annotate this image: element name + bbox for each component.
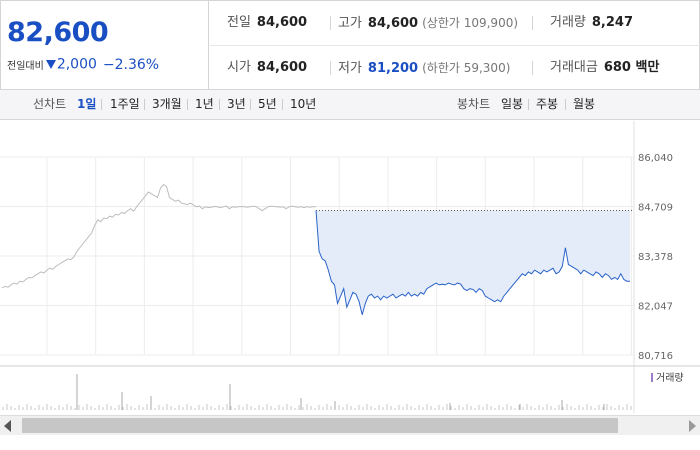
period-1-day[interactable]: 1일 xyxy=(77,97,97,111)
stat-label: 거래대금 xyxy=(550,60,598,75)
stat-open: 시가 84,600 xyxy=(227,46,307,90)
change-row: 전일대비 2,000 −2.36% xyxy=(7,54,159,73)
change-label: 전일대비 xyxy=(7,61,44,72)
stat-value: 8,247 xyxy=(591,15,634,30)
current-price: 82,600 xyxy=(7,17,109,48)
price-chart-svg: 86,040 84,709 83,378 82,047 80,716 거래량 xyxy=(0,121,700,413)
stat-label: 고가 xyxy=(338,16,362,31)
stat-value: 84,600 xyxy=(256,60,308,75)
stat-trade-value: 거래대금 680 백만 xyxy=(550,46,659,90)
scroll-right-arrow-icon[interactable] xyxy=(689,420,696,432)
period-3-years[interactable]: 3년 xyxy=(227,97,246,111)
change-rate: −2.36% xyxy=(102,56,160,73)
price-summary: 82,600 전일대비 2,000 −2.36% xyxy=(1,1,209,89)
scroll-left-arrow-icon[interactable] xyxy=(4,420,11,432)
stat-value: 84,600 xyxy=(367,16,419,31)
y-tick-label: 80,716 xyxy=(638,351,673,362)
stat-low: 저가 81,200 (하한가 59,300) xyxy=(338,46,510,90)
quote-panel: 82,600 전일대비 2,000 −2.36% 전일 84,600 고가 84,600… xyxy=(0,0,700,90)
stats-divider xyxy=(210,45,700,46)
period-1-week[interactable]: 1주일 xyxy=(110,97,140,111)
y-tick-label: 82,047 xyxy=(638,302,673,313)
scroll-thumb[interactable] xyxy=(22,418,618,433)
stat-volume: 거래량 8,247 xyxy=(550,1,633,45)
candle-daily[interactable]: 일봉 xyxy=(501,97,524,111)
chart-scrollbar[interactable] xyxy=(0,415,700,435)
candle-weekly[interactable]: 주봉 xyxy=(536,97,559,111)
stat-separator xyxy=(330,16,331,30)
stat-value: 680 백만 xyxy=(603,60,660,75)
change-value: 2,000 xyxy=(56,56,97,73)
toolbar-separator xyxy=(565,99,566,110)
toolbar-separator xyxy=(250,99,251,110)
stat-separator xyxy=(330,61,331,75)
candle-monthly[interactable]: 월봉 xyxy=(573,97,596,111)
stat-lower-limit: (하한가 59,300) xyxy=(422,61,511,75)
series-line-previous-day xyxy=(1,183,316,289)
toolbar-separator xyxy=(101,99,102,110)
volume-legend-label: 거래량 xyxy=(656,372,684,384)
y-tick-label: 83,378 xyxy=(638,252,673,263)
stat-value: 84,600 xyxy=(256,15,308,30)
series-line-today xyxy=(315,210,630,315)
toolbar-separator xyxy=(219,99,220,110)
toolbar-separator xyxy=(282,99,283,110)
stat-label: 거래량 xyxy=(550,15,586,30)
toolbar-separator xyxy=(187,99,188,110)
y-tick-label: 84,709 xyxy=(638,203,673,214)
intraday-chart: 86,040 84,709 83,378 82,047 80,716 거래량 xyxy=(0,121,700,417)
stat-value: 81,200 xyxy=(367,61,419,76)
stat-high: 고가 84,600 (상한가 109,900) xyxy=(338,1,518,45)
period-5-years[interactable]: 5년 xyxy=(258,97,277,111)
stat-separator xyxy=(532,61,533,75)
line-chart-label: 선차트 xyxy=(33,97,67,111)
period-10-years[interactable]: 10년 xyxy=(290,97,317,111)
period-3-months[interactable]: 3개월 xyxy=(152,97,182,111)
toolbar-separator xyxy=(144,99,145,110)
candle-chart-label: 봉차트 xyxy=(457,97,491,111)
stat-upper-limit: (상한가 109,900) xyxy=(422,16,519,30)
toolbar-separator xyxy=(528,99,529,110)
stat-separator xyxy=(532,16,533,30)
today-area-fill xyxy=(316,210,630,315)
stat-label: 저가 xyxy=(338,61,362,76)
volume-legend-swatch xyxy=(651,373,653,382)
stat-label: 전일 xyxy=(227,15,251,30)
period-1-year[interactable]: 1년 xyxy=(195,97,214,111)
price-stats: 전일 84,600 고가 84,600 (상한가 109,900) 거래량 8,247 … xyxy=(210,1,700,89)
y-tick-label: 86,040 xyxy=(638,153,673,164)
down-triangle-icon xyxy=(45,60,56,69)
stat-prev-close: 전일 84,600 xyxy=(227,1,307,45)
stat-label: 시가 xyxy=(227,60,251,75)
chart-period-toolbar: 선차트 1일 1주일 3개월 1년 3년 5년 10년 봉차트 일봉 주봉 월봉 xyxy=(0,90,700,120)
